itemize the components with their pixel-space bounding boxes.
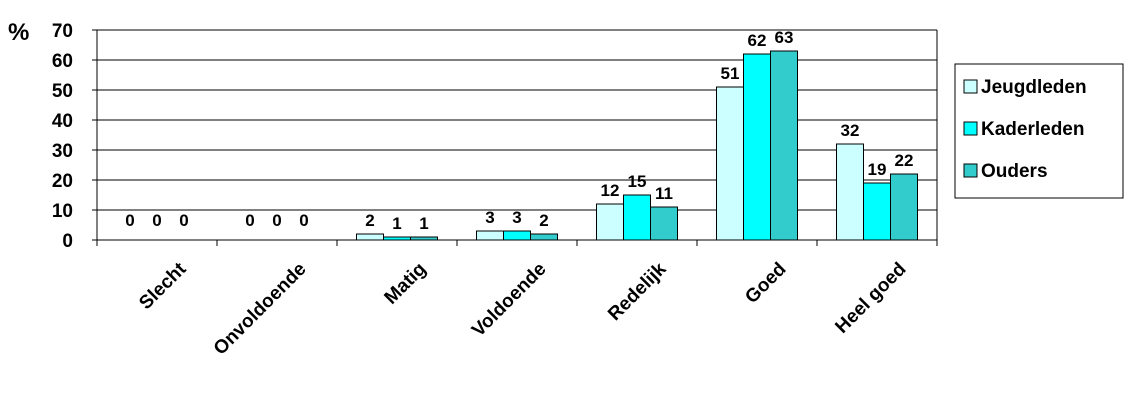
- y-tick-label: 40: [52, 111, 73, 132]
- category-label: Voldoende: [468, 259, 551, 342]
- bar-ouders-redelijk: [650, 206, 678, 241]
- data-label: 1: [419, 214, 428, 233]
- data-label: 0: [152, 211, 161, 230]
- data-label: 0: [272, 211, 281, 230]
- bar-ouders-voldoende: [530, 233, 558, 241]
- category-labels: Slecht Onvoldoende Matig Voldoende Redelijk G…: [135, 258, 910, 359]
- y-tick-label: 20: [52, 171, 73, 192]
- legend-label: Jeugdleden: [981, 77, 1087, 98]
- gridlines: [97, 29, 937, 211]
- bars: [356, 50, 918, 241]
- bar-jeugdleden-redelijk: [596, 203, 624, 241]
- bar-kaderleden-redelijk: [623, 194, 651, 241]
- data-label: 0: [125, 211, 134, 230]
- category-label: Goed: [741, 259, 790, 308]
- bar-jeugdleden-heel-goed: [836, 143, 864, 241]
- y-tick-label: 10: [52, 201, 73, 222]
- legend-label: Kaderleden: [981, 119, 1084, 140]
- legend-swatch: [963, 163, 978, 178]
- bar-kaderleden-goed: [743, 53, 771, 241]
- bar-jeugdleden-goed: [716, 86, 744, 241]
- data-label: 1: [392, 214, 401, 233]
- data-label: 2: [365, 211, 374, 230]
- y-tick-label: 70: [52, 21, 73, 42]
- data-label: 62: [748, 31, 767, 50]
- data-label: 32: [841, 121, 860, 140]
- data-label: 0: [179, 211, 188, 230]
- y-tick-label: 0: [62, 231, 73, 252]
- bar-jeugdleden-voldoende: [476, 230, 504, 241]
- legend-box: [954, 63, 1124, 199]
- axes: [92, 29, 938, 246]
- category-label: Matig: [381, 259, 431, 309]
- category-label: Redelijk: [604, 258, 671, 325]
- data-label: 15: [628, 172, 647, 191]
- y-tick-label: 60: [52, 51, 73, 72]
- bar-jeugdleden-matig: [356, 233, 384, 241]
- y-tick-label: 50: [52, 81, 73, 102]
- data-label: 0: [245, 211, 254, 230]
- y-tick-label: 30: [52, 141, 73, 162]
- legend-swatch: [963, 79, 978, 94]
- bar-ouders-goed: [770, 50, 798, 241]
- category-label: Heel goed: [831, 259, 910, 338]
- legend-label: Ouders: [981, 161, 1048, 182]
- data-label: 11: [655, 184, 673, 203]
- data-label: 19: [868, 160, 887, 179]
- data-label: 3: [485, 208, 494, 227]
- data-label: 3: [512, 208, 521, 227]
- data-label: 2: [539, 211, 548, 230]
- legend: Jeugdleden Kaderleden Ouders: [954, 63, 1124, 199]
- data-label: 0: [299, 211, 308, 230]
- bar-kaderleden-voldoende: [503, 230, 531, 241]
- data-label: 12: [601, 181, 620, 200]
- category-label: Slecht: [135, 258, 191, 314]
- data-label: 63: [775, 28, 794, 47]
- category-label: Onvoldoende: [210, 259, 311, 360]
- y-tick-labels: 0 10 20 30 40 50 60 70: [52, 21, 73, 252]
- y-unit-label: %: [8, 19, 29, 46]
- bar-kaderleden-heel-goed: [863, 182, 891, 241]
- legend-swatch: [963, 121, 978, 136]
- bar-ouders-heel-goed: [890, 173, 918, 241]
- data-label: 22: [895, 151, 914, 170]
- data-label: 51: [721, 64, 740, 83]
